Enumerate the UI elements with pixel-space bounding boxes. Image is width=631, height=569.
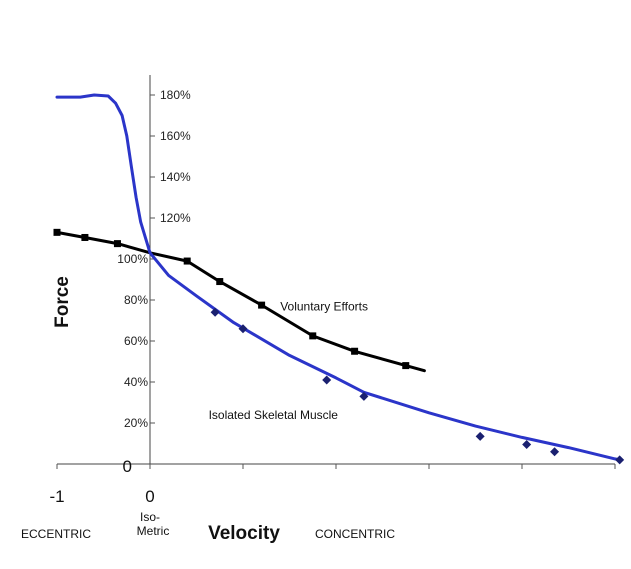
data-point-diamond [550,447,560,457]
y-axis-title: Force [52,276,73,328]
isometric-label-line2: Metric [137,524,170,538]
data-point-square [113,240,121,248]
data-point-square [402,362,410,370]
series-line-1 [55,93,622,462]
annotation-label: Voluntary Efforts [280,299,368,313]
tick-labels: 0 20% 40% 60% 80% 100% 120% 140% 160% 180% -1 0 [49,88,191,506]
y-tick-label: 0 [123,457,132,476]
text-labels: Voluntary Efforts Isolated Skeletal Muscl… [21,276,395,544]
data-point-diamond [359,391,369,401]
data-point-diamond [210,307,220,317]
concentric-label: CONCENTRIC [315,527,395,541]
series-line-0 [55,230,426,373]
data-point-square [309,332,317,340]
x-axis-title: Velocity [208,523,280,544]
series-group [53,93,625,465]
y-tick-label: 100% [117,252,148,266]
annotation-label: Isolated Skeletal Muscle [209,408,339,422]
data-point-square [53,228,61,236]
data-point-diamond [522,440,532,450]
data-point-diamond [322,375,332,385]
data-point-square [81,233,89,241]
eccentric-label: ECCENTRIC [21,527,91,541]
y-tick-label: 180% [160,88,191,102]
y-tick-label: 40% [124,375,148,389]
x-tick-label: 0 [145,487,154,506]
data-point-diamond [615,455,625,465]
y-tick-label: 80% [124,293,148,307]
y-tick-label: 140% [160,170,191,184]
data-point-square [183,257,191,265]
y-tick-label: 120% [160,211,191,225]
isometric-label-line1: Iso- [140,510,160,524]
x-tick-label: -1 [49,487,64,506]
y-tick-label: 20% [124,416,148,430]
data-point-diamond [475,431,485,441]
data-point-diamond [238,324,248,334]
data-point-square [351,347,359,355]
data-point-square [258,301,266,309]
y-tick-label: 160% [160,129,191,143]
y-tick-label: 60% [124,334,148,348]
data-point-square [216,278,224,286]
